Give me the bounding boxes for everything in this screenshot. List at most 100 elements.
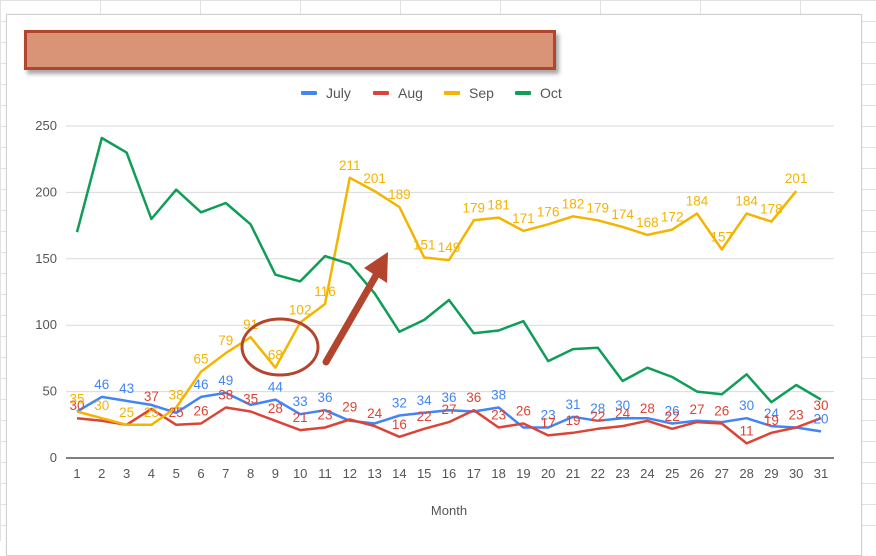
data-label-sep: 157 [711,230,734,245]
data-label-sep: 25 [144,405,159,420]
data-label-sep: 79 [218,333,233,348]
y-tick-label: 150 [35,251,57,266]
data-label-july: 44 [268,380,284,395]
arrow-annotation [322,252,388,366]
x-tick-label: 2 [98,466,105,481]
x-tick-label: 20 [541,466,555,481]
data-label-sep: 179 [587,200,610,215]
data-label-aug: 22 [665,409,680,424]
series-lines [75,136,822,445]
data-label-july: 30 [615,398,630,413]
x-tick-label: 15 [417,466,431,481]
x-tick-label: 18 [491,466,505,481]
data-label-july: 23 [541,407,556,422]
y-tick-label: 200 [35,184,57,199]
legend-swatch-oct [515,91,531,95]
legend-swatch-july [301,91,317,95]
x-tick-label: 28 [739,466,753,481]
data-label-sep: 189 [388,187,411,202]
x-tick-label: 23 [615,466,629,481]
data-label-aug: 25 [169,405,184,420]
data-label-july: 31 [565,397,580,412]
series-line-oct [75,136,822,404]
x-tick-label: 30 [789,466,803,481]
x-tick-label: 3 [123,466,130,481]
data-label-sep: 171 [512,211,535,226]
data-label-aug: 28 [640,401,655,416]
data-label-sep: 201 [363,171,386,186]
data-label-aug: 16 [392,417,407,432]
data-label-aug: 17 [541,415,556,430]
data-label-sep: 38 [169,388,184,403]
legend-swatch-aug [373,91,389,95]
data-label-sep: 176 [537,204,560,219]
x-tick-label: 10 [293,466,307,481]
x-tick-label: 25 [665,466,679,481]
data-label-aug: 11 [740,423,754,438]
data-label-sep: 102 [289,303,312,318]
legend-swatch-sep [444,91,460,95]
data-label-aug: 23 [317,407,332,422]
data-label-july: 28 [590,401,605,416]
data-label-july: 46 [94,377,109,392]
chart-title-placeholder-box [24,30,556,70]
data-label-july: 30 [739,398,754,413]
y-tick-label: 100 [35,317,57,332]
x-tick-label: 17 [467,466,481,481]
x-tick-label: 6 [197,466,204,481]
legend-label-sep: Sep [469,85,494,101]
legend-label-aug: Aug [398,85,423,101]
data-label-aug: 27 [441,402,456,417]
data-label-sep: 168 [636,215,659,230]
data-label-july: 49 [218,373,233,388]
data-label-sep: 65 [193,352,208,367]
data-label-aug: 26 [193,403,208,418]
x-tick-label: 16 [442,466,456,481]
data-label-aug: 30 [69,398,84,413]
data-label-aug: 35 [243,392,258,407]
chart-card[interactable] [6,14,862,556]
series-line-aug [76,406,822,445]
data-label-aug: 23 [491,407,506,422]
x-tick-label: 5 [173,466,180,481]
data-label-aug: 24 [615,406,631,421]
data-label-sep: 25 [119,405,134,420]
x-tick-label: 9 [272,466,279,481]
x-tick-label: 11 [318,466,332,481]
data-label-sep: 184 [735,194,758,209]
y-axis-ticks: 0 50 100 150 200 250 [35,118,57,465]
data-label-july: 36 [441,390,456,405]
data-label-aug: 28 [268,401,283,416]
data-label-sep: 174 [611,207,634,222]
data-label-july: 36 [317,390,332,405]
data-label-july: 26 [665,403,680,418]
x-tick-label: 13 [367,466,381,481]
x-tick-label: 7 [222,466,229,481]
data-label-sep: 178 [760,202,783,217]
data-label-july: 34 [417,393,433,408]
y-tick-label: 0 [50,450,57,465]
x-tick-label: 21 [566,466,580,481]
data-label-july: 32 [392,396,407,411]
x-tick-label: 4 [148,466,155,481]
data-label-aug: 38 [218,388,233,403]
data-label-aug: 23 [789,407,804,422]
data-label-sep: 182 [562,196,585,211]
data-label-july: 46 [193,377,208,392]
data-label-sep: 201 [785,171,808,186]
data-label-aug: 27 [689,402,704,417]
y-tick-label: 50 [43,384,57,399]
series-line-sep [76,176,798,427]
data-label-sep: 211 [339,158,361,173]
x-axis-ticks: 1 2 3 4 5 6 7 8 9 10 11 12 13 14 15 16 17 18 19 20 21 22 23 24 2… [73,466,828,481]
data-label-sep: 179 [463,200,486,215]
highlight-circle-annotation [240,317,320,377]
data-label-sep: 30 [94,398,109,413]
data-label-aug: 26 [714,403,729,418]
data-label-sep: 184 [686,194,709,209]
x-tick-label: 14 [392,466,406,481]
data-label-aug: 36 [466,390,481,405]
x-tick-label: 26 [690,466,704,481]
